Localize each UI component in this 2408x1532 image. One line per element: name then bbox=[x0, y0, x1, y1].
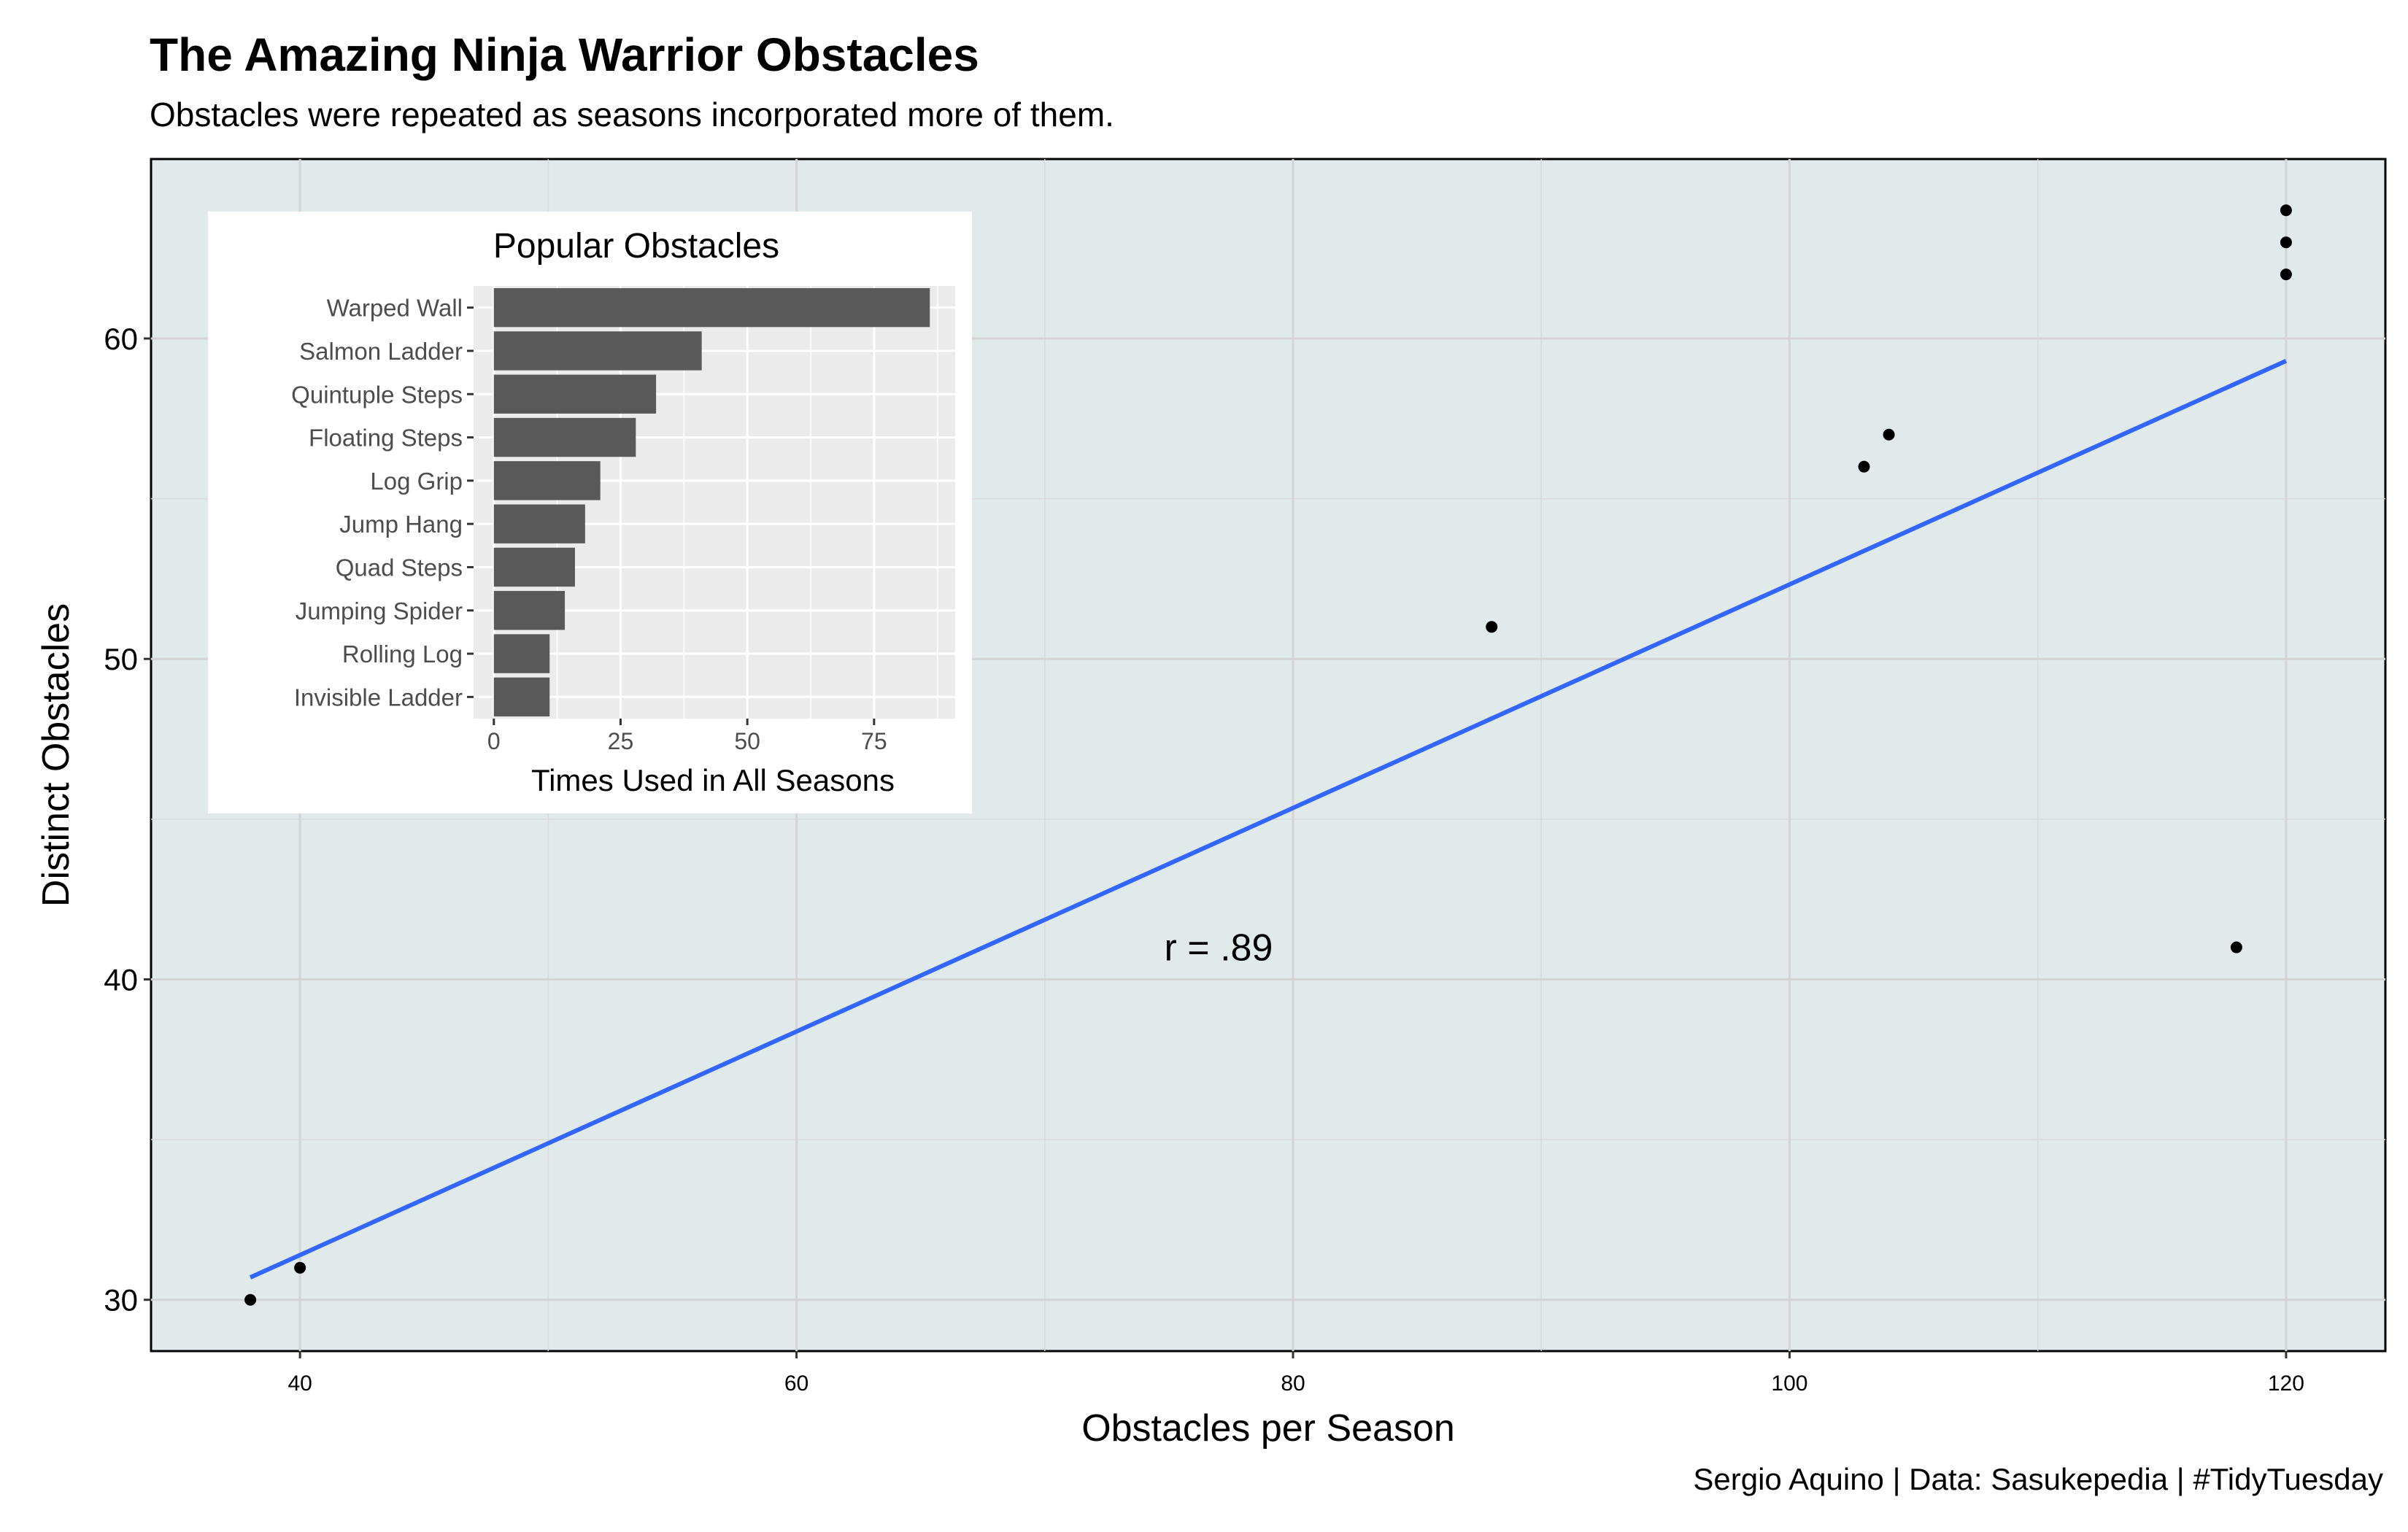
inset-bar bbox=[493, 374, 657, 414]
inset-category-label: Rolling Log bbox=[342, 641, 463, 668]
data-point bbox=[1486, 621, 1498, 633]
x-tick-label: 100 bbox=[1771, 1372, 1807, 1396]
inset-x-tick-label: 0 bbox=[487, 728, 501, 754]
chart-subtitle: Obstacles were repeated as seasons incor… bbox=[150, 96, 1114, 134]
main-y-ticks: 30 40 50 60 bbox=[104, 322, 151, 1318]
inset-bar bbox=[493, 677, 550, 717]
chart-title: The Amazing Ninja Warrior Obstacles bbox=[150, 28, 979, 81]
data-point bbox=[244, 1293, 257, 1306]
inset-bars bbox=[493, 287, 930, 717]
inset-x-tick-label: 75 bbox=[861, 728, 887, 754]
y-tick-label: 30 bbox=[104, 1283, 138, 1318]
x-tick-label: 80 bbox=[1281, 1372, 1305, 1396]
inset-bar bbox=[493, 461, 601, 500]
data-point bbox=[2280, 268, 2292, 281]
x-tick-label: 60 bbox=[784, 1372, 809, 1396]
inset-title: Popular Obstacles bbox=[493, 227, 779, 266]
inset-category-label: Salmon Ladder bbox=[299, 338, 463, 365]
inset-category-label: Warped Wall bbox=[327, 295, 463, 322]
data-point bbox=[1883, 428, 1895, 441]
inset-bar bbox=[493, 591, 566, 630]
inset-bar bbox=[493, 331, 702, 371]
trend-line bbox=[249, 358, 2288, 1280]
inset-category-label: Log Grip bbox=[370, 468, 463, 495]
data-point bbox=[2280, 236, 2292, 249]
inset-category-label: Quintuple Steps bbox=[291, 381, 463, 408]
inset-x-axis-label: Times Used in All Seasons bbox=[531, 763, 895, 797]
inset-category-label: Jumping Spider bbox=[296, 597, 463, 624]
y-axis-label: Distinct Obstacles bbox=[35, 603, 77, 907]
y-tick-label: 40 bbox=[104, 962, 138, 997]
x-axis-label: Obstacles per Season bbox=[1081, 1407, 1455, 1450]
inset-category-label: Jump Hang bbox=[339, 511, 463, 538]
main-x-ticks: 40 60 80 100 120 bbox=[288, 1351, 2304, 1396]
y-tick-label: 60 bbox=[104, 322, 138, 356]
inset-x-ticks: 0 25 50 75 bbox=[487, 719, 887, 754]
inset-category-label: Invisible Ladder bbox=[294, 684, 463, 711]
main-points bbox=[244, 204, 2292, 1306]
data-point bbox=[2230, 941, 2242, 953]
correlation-annotation: r = .89 bbox=[1165, 927, 1273, 970]
y-tick-label: 50 bbox=[104, 642, 138, 676]
data-point bbox=[1858, 460, 1870, 473]
inset-x-tick-label: 50 bbox=[734, 728, 760, 754]
chart-caption: Sergio Aquino | Data: Sasukepedia | #Tid… bbox=[1693, 1462, 2383, 1496]
x-tick-label: 120 bbox=[2268, 1372, 2304, 1396]
inset-bar bbox=[493, 547, 575, 587]
inset-x-tick-label: 25 bbox=[608, 728, 634, 754]
inset-bar bbox=[493, 634, 550, 673]
inset-category-label: Floating Steps bbox=[309, 425, 463, 452]
inset-bar bbox=[493, 287, 930, 328]
data-point bbox=[2280, 204, 2292, 217]
inset-bar bbox=[493, 417, 636, 457]
inset-category-labels: Warped Wall Salmon Ladder Quintuple Steps F… bbox=[291, 295, 474, 711]
inset-bar bbox=[493, 504, 585, 543]
x-tick-label: 40 bbox=[288, 1372, 312, 1396]
inset-category-label: Quad Steps bbox=[336, 554, 463, 581]
data-point bbox=[294, 1261, 306, 1274]
